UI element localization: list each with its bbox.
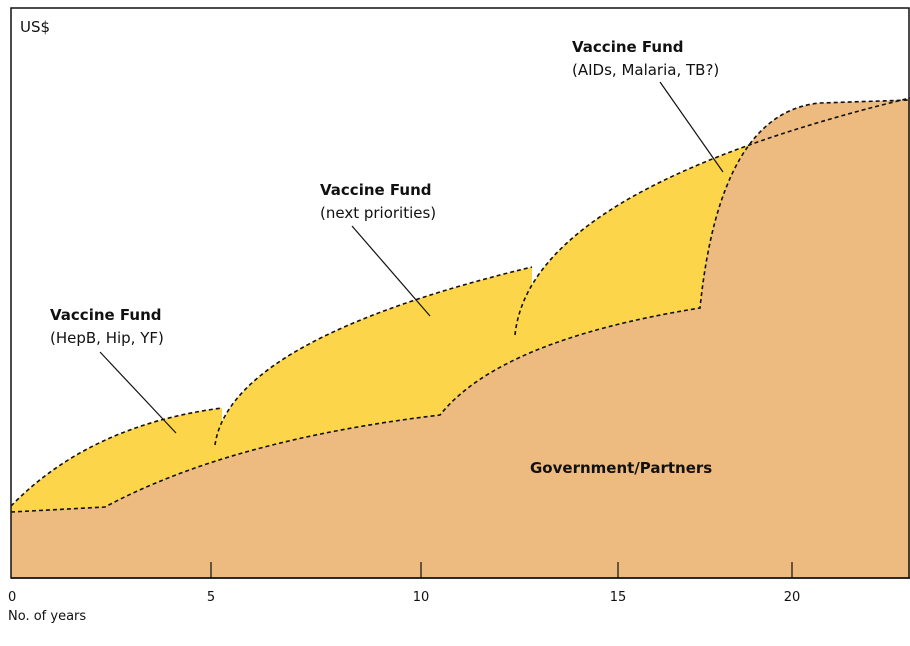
region-title: Vaccine Fund: [320, 181, 432, 199]
leader-line: [351, 225, 431, 317]
y-axis-label: US$: [20, 18, 50, 36]
boundary: [214, 266, 533, 446]
base-label: Government/Partners: [530, 459, 712, 477]
x-tick-label: 5: [207, 590, 215, 605]
x-ticks: 0 5 10 15 20: [8, 562, 800, 605]
x-tick-label: 10: [413, 590, 430, 605]
x-tick-label: 15: [610, 590, 627, 605]
boundary: [10, 407, 223, 507]
base-region: [11, 100, 910, 578]
region-subtitle: (HepB, Hip, YF): [50, 329, 164, 347]
leader-line: [659, 81, 724, 173]
x-tick-label: 20: [784, 590, 801, 605]
boundary: [514, 97, 910, 336]
region-title: Vaccine Fund: [572, 38, 684, 56]
region-subtitle: (AIDs, Malaria, TB?): [572, 61, 719, 79]
x-tick-label: 0: [8, 590, 16, 605]
region-title: Vaccine Fund: [50, 306, 162, 324]
plot-area: [10, 7, 910, 579]
x-axis-label: No. of years: [8, 609, 86, 624]
leader-line: [99, 351, 177, 434]
region-subtitle: (next priorities): [320, 204, 436, 222]
